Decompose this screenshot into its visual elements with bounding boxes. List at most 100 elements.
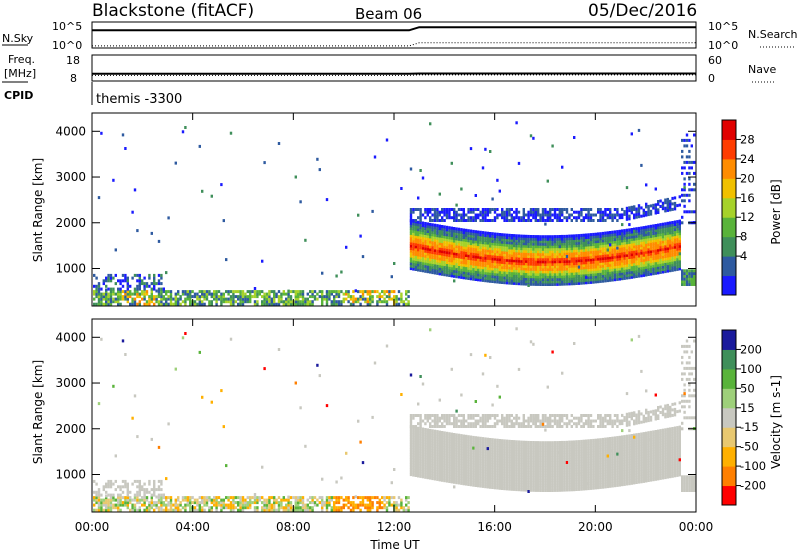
velocity-cell <box>455 453 458 457</box>
power-cell <box>563 244 566 248</box>
velocity-cell <box>289 506 293 510</box>
velocity-cell <box>424 450 427 454</box>
velocity-cell <box>301 501 305 505</box>
velocity-cell <box>249 503 252 507</box>
power-cell <box>657 248 660 252</box>
power-cell <box>525 244 528 248</box>
power-cell <box>491 275 494 278</box>
power-cell <box>311 292 314 296</box>
power-cell <box>237 290 240 294</box>
velocity-cell <box>109 493 113 497</box>
power-cell <box>573 216 576 220</box>
power-cell <box>678 195 681 199</box>
cpid-label: CPID <box>4 89 33 102</box>
power-cell <box>529 235 533 238</box>
power-cell <box>443 230 446 234</box>
velocity-cell <box>258 498 261 502</box>
power-cell <box>628 261 631 265</box>
power-cell <box>501 208 504 211</box>
velocity-cell <box>227 496 230 500</box>
power-cell <box>481 166 485 170</box>
power-cell <box>465 269 468 273</box>
power-cell <box>460 260 463 264</box>
power-cell <box>479 245 482 249</box>
power-cell <box>508 251 511 255</box>
power-cell <box>669 231 672 235</box>
velocity-cell <box>448 432 451 436</box>
velocity-cell <box>474 481 477 485</box>
power-cell <box>474 216 477 220</box>
power-cell <box>544 208 547 211</box>
velocity-cell <box>407 501 410 505</box>
power-cell <box>573 244 576 248</box>
power-cell <box>306 297 309 301</box>
power-cell <box>433 208 437 211</box>
power-cell <box>323 295 326 299</box>
power-cell <box>517 274 521 278</box>
velocity-cell <box>455 433 458 437</box>
power-cell <box>633 213 636 217</box>
velocity-cell <box>143 493 146 497</box>
power-cell <box>455 203 458 207</box>
velocity-cell <box>457 436 461 440</box>
power-cell <box>417 223 420 227</box>
velocity-cell <box>460 451 463 455</box>
power-cell <box>433 213 437 217</box>
power-cell <box>681 188 684 192</box>
power-cell <box>198 144 201 148</box>
velocity-cell <box>289 496 293 500</box>
velocity-cell <box>294 508 297 512</box>
power-cell <box>671 246 674 250</box>
power-cell <box>378 297 381 301</box>
power-cell <box>474 270 477 274</box>
power-cell <box>582 266 585 270</box>
power-cell <box>587 263 590 267</box>
power-cell <box>541 216 545 220</box>
power-cell <box>645 213 648 217</box>
power-cell <box>556 245 559 249</box>
power-cell <box>522 244 525 248</box>
power-cell <box>313 297 317 301</box>
power-cell <box>623 234 626 238</box>
power-cell <box>433 264 437 267</box>
power-cell <box>107 295 110 299</box>
power-cell <box>366 302 369 306</box>
power-cell <box>277 302 281 306</box>
power-cell <box>484 264 487 268</box>
power-cell <box>561 247 564 251</box>
power-cell <box>433 256 437 260</box>
power-cell <box>301 292 305 296</box>
velocity-cell <box>448 414 451 417</box>
velocity-cell <box>299 496 302 500</box>
power-cell <box>573 277 576 281</box>
power-cell <box>645 245 648 249</box>
power-cell <box>671 268 674 272</box>
power-cell <box>450 274 453 278</box>
velocity-cell <box>239 506 242 510</box>
power-cell <box>117 279 120 283</box>
power-cell <box>467 272 470 275</box>
power-cell <box>354 297 357 301</box>
power-cell <box>546 235 549 239</box>
power-cell <box>489 267 492 271</box>
power-cell <box>498 255 501 259</box>
power-cell <box>321 271 324 275</box>
velocity-cell <box>160 482 163 486</box>
power-cell <box>505 278 509 282</box>
velocity-cell <box>417 474 420 478</box>
power-cell <box>510 261 513 265</box>
velocity-cell <box>345 503 348 507</box>
power-cell <box>597 234 600 238</box>
power-cell <box>652 224 655 228</box>
power-cell <box>467 251 470 255</box>
velocity-cell <box>417 461 420 465</box>
power-cell <box>563 252 566 256</box>
velocity-cell <box>424 465 427 469</box>
power-cell <box>659 205 662 208</box>
velocity-cell <box>225 503 228 507</box>
power-cell <box>647 245 650 249</box>
power-cell <box>455 227 458 231</box>
power-cell <box>628 230 631 234</box>
power-cell <box>532 245 535 249</box>
velocity-cell <box>436 421 439 424</box>
